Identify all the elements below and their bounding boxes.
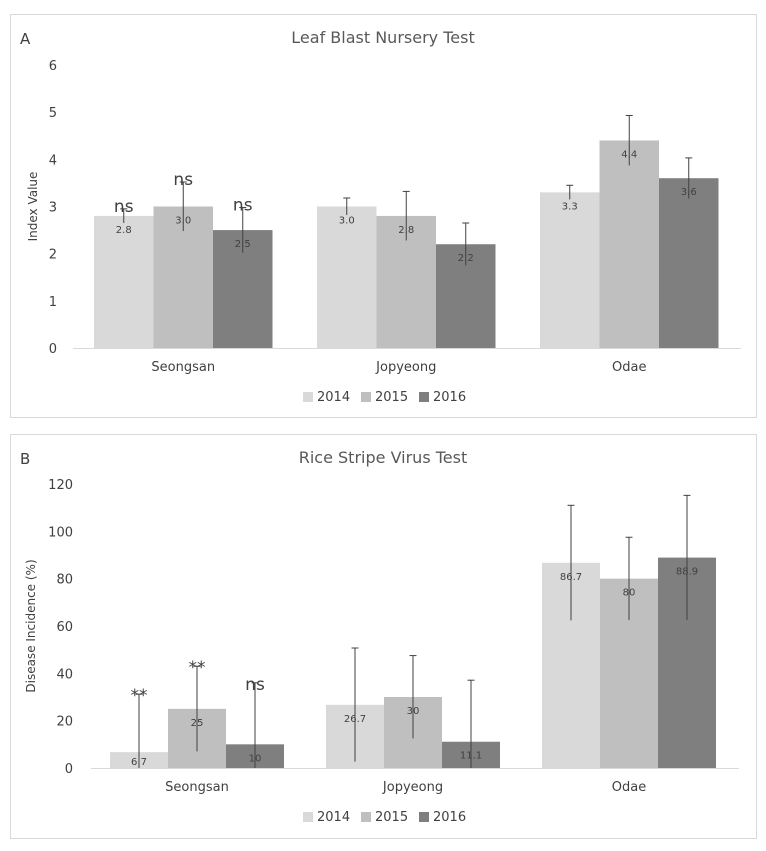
significance-label: ** [189, 658, 206, 678]
data-label: 30 [407, 706, 420, 717]
y-tick-label: 5 [49, 106, 57, 121]
legend-label-2014: 2014 [317, 390, 350, 405]
chart-panel-a: A Leaf Blast Nursery Test Index Value 0 1 2 3 4… [10, 14, 757, 418]
chart-a-svg: A Leaf Blast Nursery Test Index Value 0 1 2 3 4… [20, 28, 741, 405]
data-label: 2.8 [116, 225, 132, 236]
significance-label: ns [114, 197, 134, 217]
legend-swatch-2015 [361, 812, 371, 822]
data-label: 88.9 [676, 567, 698, 578]
legend-label-2016: 2016 [433, 390, 466, 405]
bar-2014-odae [540, 192, 600, 348]
y-tick-label: 20 [56, 715, 73, 730]
legend-swatch-2014 [303, 392, 313, 402]
chart-b-svg: B Rice Stripe Virus Test Disease Incidence… [20, 448, 739, 825]
data-label: 26.7 [344, 714, 366, 725]
significance-label: ** [131, 686, 148, 706]
chart-title: Rice Stripe Virus Test [299, 448, 468, 467]
y-axis-label: Disease Incidence (%) [24, 559, 38, 692]
bar-2016-odae [659, 178, 719, 348]
y-tick-label: 100 [48, 525, 73, 540]
y-tick-label: 1 [49, 295, 57, 310]
legend-label-2015: 2015 [375, 390, 408, 405]
significance-label: ns [173, 170, 193, 190]
y-tick-label: 80 [56, 573, 73, 588]
category-label: Jopyeong [375, 360, 436, 375]
y-tick-label: 6 [49, 59, 57, 74]
bar-2014-jopyeong [317, 206, 377, 348]
category-label: Jopyeong [382, 780, 443, 795]
y-axis-label: Index Value [26, 172, 40, 242]
significance-label: ns [245, 675, 265, 695]
data-label: 25 [191, 718, 204, 729]
category-label: Odae [612, 780, 646, 795]
data-label: 2.2 [458, 253, 474, 264]
data-label: 11.1 [460, 751, 482, 762]
legend-swatch-2016 [419, 392, 429, 402]
legend-swatch-2014 [303, 812, 313, 822]
legend-label-2014: 2014 [317, 810, 350, 825]
significance-label: ns [233, 195, 253, 215]
y-tick-label: 4 [49, 153, 57, 168]
legend-swatch-2016 [419, 812, 429, 822]
legend-swatch-2015 [361, 392, 371, 402]
data-label: 3.0 [339, 216, 355, 227]
data-label: 2.8 [398, 225, 414, 236]
bar-2014-seongsan [94, 215, 154, 348]
category-label: Odae [612, 360, 646, 375]
data-label: 3.6 [681, 187, 697, 198]
category-label: Seongsan [165, 780, 229, 795]
data-label: 10 [249, 753, 262, 764]
data-label: 80 [623, 588, 636, 599]
data-label: 2.5 [235, 239, 251, 250]
data-label: 6.7 [131, 757, 147, 768]
y-tick-label: 0 [49, 342, 57, 357]
chart-title: Leaf Blast Nursery Test [291, 28, 474, 47]
data-label: 3.3 [562, 201, 578, 212]
data-label: 3.0 [175, 216, 191, 227]
bar-2015-odae [599, 140, 659, 348]
data-label: 4.4 [621, 149, 637, 160]
data-label: 86.7 [560, 572, 582, 583]
y-tick-label: 2 [49, 248, 57, 263]
y-tick-label: 0 [65, 762, 73, 777]
legend-label-2016: 2016 [433, 810, 466, 825]
y-tick-label: 60 [56, 620, 73, 635]
chart-panel-b: B Rice Stripe Virus Test Disease Incidence… [10, 434, 757, 839]
panel-label: A [20, 30, 31, 48]
y-tick-label: 3 [49, 201, 57, 216]
y-tick-label: 40 [56, 667, 73, 682]
category-label: Seongsan [151, 360, 215, 375]
y-tick-label: 120 [48, 478, 73, 493]
legend-label-2015: 2015 [375, 810, 408, 825]
panel-label: B [20, 450, 30, 468]
